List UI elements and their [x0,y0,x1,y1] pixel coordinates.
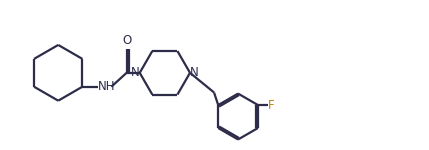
Text: N: N [190,66,199,79]
Text: NH: NH [98,80,116,93]
Text: F: F [269,99,275,112]
Text: N: N [131,66,140,79]
Text: O: O [122,34,131,47]
